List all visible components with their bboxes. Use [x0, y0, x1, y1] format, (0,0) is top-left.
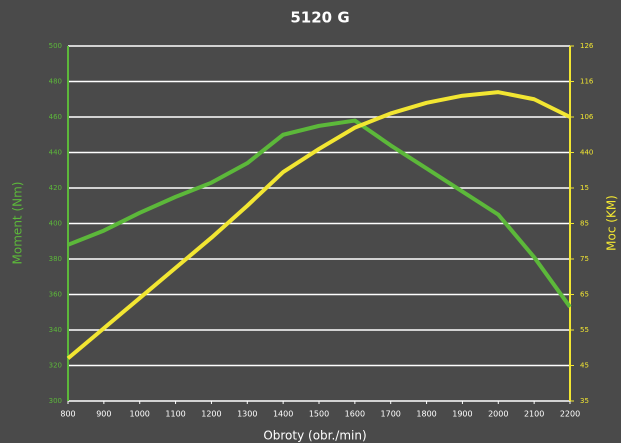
- x-tick-label: 900: [96, 410, 111, 419]
- y2-tick-label: 35: [580, 397, 589, 405]
- y-tick-label: 440: [49, 149, 62, 157]
- y-tick-label: 500: [49, 42, 62, 50]
- x-tick-label: 1200: [201, 410, 221, 419]
- y2-tick-label: 45: [580, 362, 589, 370]
- x-axis-label: Obroty (obr./min): [263, 429, 366, 443]
- y2-tick-label: 85: [580, 220, 589, 228]
- y2-tick-label: 106: [580, 113, 594, 121]
- y2-tick-label: 55: [580, 326, 589, 334]
- y2-tick-label: 116: [580, 78, 594, 86]
- y-tick-label: 460: [49, 113, 62, 121]
- y-tick-label: 420: [49, 184, 62, 192]
- chart-title: 5120 G: [290, 9, 349, 27]
- x-tick-label: 1800: [416, 410, 436, 419]
- x-tick-label: 2100: [524, 410, 544, 419]
- y2-tick-label: 15: [580, 184, 589, 192]
- x-tick-label: 2200: [560, 410, 580, 419]
- y-tick-label: 340: [49, 326, 62, 334]
- y-tick-label: 380: [49, 255, 62, 263]
- y-tick-label: 320: [49, 362, 62, 370]
- x-tick-label: 1000: [130, 410, 150, 419]
- y2-axis-label: Moc (KM): [605, 195, 619, 251]
- x-tick-label: 800: [60, 410, 75, 419]
- y-axis-label: Moment (Nm): [11, 182, 25, 265]
- series-line: [66, 90, 571, 360]
- x-tick-label: 1100: [165, 410, 185, 419]
- y-tick-label: 480: [49, 78, 62, 86]
- y2-tick-label: 65: [580, 291, 589, 299]
- series-line: [67, 118, 572, 309]
- y2-tick-label: 75: [580, 255, 589, 263]
- x-tick-label: 2000: [488, 410, 508, 419]
- y2-tick-label: 126: [580, 42, 594, 50]
- y-tick-label: 300: [49, 397, 62, 405]
- x-tick-label: 1700: [381, 410, 401, 419]
- x-tick-label: 1600: [345, 410, 365, 419]
- y2-tick-label: 440: [580, 149, 593, 157]
- y-tick-label: 360: [49, 291, 62, 299]
- x-tick-label: 1400: [273, 410, 293, 419]
- x-tick-label: 1900: [452, 410, 472, 419]
- x-tick-label: 1500: [309, 410, 329, 419]
- x-tick-label: 1300: [237, 410, 257, 419]
- y-tick-label: 400: [49, 220, 62, 228]
